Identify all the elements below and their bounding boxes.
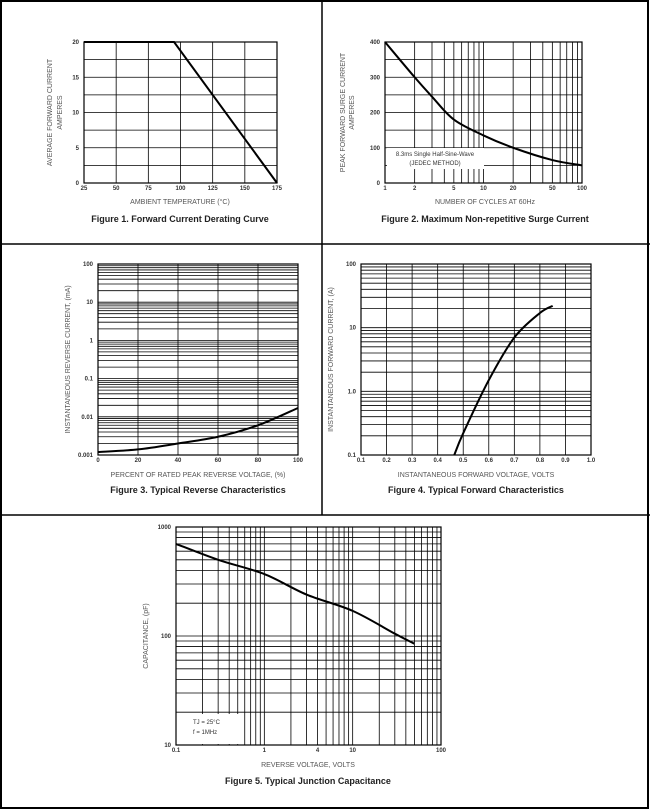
- x-tick-label: 20: [510, 186, 517, 192]
- series-curve-2: [384, 41, 583, 167]
- x-tick-label: 10: [349, 748, 356, 754]
- annotation-text: (JEDEC METHOD): [409, 161, 460, 167]
- y-tick-label: 0: [76, 181, 80, 187]
- y-axis-label: AMPERES: [57, 95, 64, 130]
- y-tick-label: 0: [377, 181, 381, 187]
- x-tick-label: 0: [96, 458, 100, 464]
- figure-1: 25 50 75 100 125 150 175 0 5 10 15 20 AMBIENT TEMPER…: [47, 40, 283, 224]
- y-tick-label: 15: [72, 75, 79, 81]
- x-tick-label: 10: [480, 186, 487, 192]
- x-axis-label: PERCENT OF RATED PEAK REVERSE VOLTAGE, (…: [111, 472, 286, 479]
- x-tick-label: 1.0: [587, 458, 596, 464]
- x-tick-label: 125: [208, 186, 219, 192]
- annotation-text: 8.3ms Single Half-Sine-Wave: [396, 152, 475, 158]
- y-tick-label: 100: [161, 634, 172, 640]
- x-tick-label: 4: [316, 748, 320, 754]
- y-tick-label: 100: [346, 262, 357, 268]
- y-tick-label: 10: [349, 326, 356, 332]
- annotation-text: TJ = 25°C: [193, 720, 221, 726]
- y-tick-label: 10: [72, 111, 79, 117]
- x-tick-label: 0.6: [485, 458, 494, 464]
- x-axis-label: INSTANTANEOUS FORWARD VOLTAGE, VOLTS: [398, 472, 555, 479]
- series-curve-4: [453, 304, 554, 456]
- figure-3: 0 20 40 60 80 100 0.001 0.01 0.1 1 10 100 PERCENT OF…: [65, 262, 304, 495]
- y-tick-label: 20: [72, 40, 79, 46]
- x-tick-label: 0.1: [172, 748, 181, 754]
- plot-area: [360, 263, 592, 456]
- y-tick-label: 300: [370, 75, 381, 81]
- y-tick-label: 0.01: [81, 415, 93, 421]
- x-tick-label: 50: [113, 186, 120, 192]
- figure-title: Figure 5. Typical Junction Capacitance: [225, 776, 391, 786]
- figure-title: Figure 3. Typical Reverse Characteristic…: [110, 485, 285, 495]
- y-tick-label: 10: [164, 743, 171, 749]
- y-tick-label: 400: [370, 40, 381, 46]
- x-axis-label: NUMBER OF CYCLES AT 60Hz: [435, 199, 536, 206]
- figure-title: Figure 2. Maximum Non-repetitive Surge C…: [381, 214, 589, 224]
- series-curve-5: [175, 542, 415, 645]
- x-tick-label: 75: [145, 186, 152, 192]
- y-axis-label: AVERAGE FORWARD CURRENT: [47, 58, 54, 166]
- figure-2: 8.3ms Single Half-Sine-Wave (JEDEC METHOD…: [340, 40, 589, 224]
- x-tick-label: 20: [135, 458, 142, 464]
- x-tick-label: 100: [175, 186, 186, 192]
- y-tick-label: 0.001: [78, 453, 94, 459]
- figure-4: 0.1 0.2 0.3 0.4 0.5 0.6 0.7 0.8 0.9 1.0 0.1 1.0 10 10…: [328, 262, 596, 495]
- figure-title: Figure 4. Typical Forward Characteristic…: [388, 485, 564, 495]
- x-tick-label: 0.3: [408, 458, 417, 464]
- x-tick-label: 40: [175, 458, 182, 464]
- y-tick-label: 100: [83, 262, 94, 268]
- x-tick-label: 0.5: [459, 458, 468, 464]
- x-tick-label: 1: [383, 186, 387, 192]
- x-tick-label: 150: [240, 186, 251, 192]
- x-axis-label: REVERSE VOLTAGE, VOLTS: [261, 762, 355, 769]
- x-tick-label: 2: [413, 186, 417, 192]
- x-tick-label: 0.1: [357, 458, 366, 464]
- series-curve-3: [97, 407, 299, 453]
- x-tick-label: 0.4: [433, 458, 442, 464]
- y-axis-label: CAPACITANCE, (pF): [143, 603, 150, 668]
- x-tick-label: 100: [293, 458, 304, 464]
- y-tick-label: 5: [76, 146, 80, 152]
- y-tick-label: 100: [370, 146, 381, 152]
- annotation-box: [387, 148, 484, 169]
- y-axis-label: PEAK FORWARD SURGE CURRENT: [340, 52, 347, 172]
- x-tick-label: 0.9: [561, 458, 570, 464]
- x-axis-label: AMBIENT TEMPERATURE (°C): [130, 198, 230, 206]
- x-tick-label: 0.2: [382, 458, 391, 464]
- x-tick-label: 175: [272, 186, 283, 192]
- x-tick-label: 0.8: [536, 458, 545, 464]
- y-axis-label: INSTANTANEOUS FORWARD CURRENT, (A): [328, 287, 335, 432]
- annotation-box: [177, 714, 243, 744]
- y-tick-label: 1.0: [348, 389, 357, 395]
- y-axis-label: AMPERES: [349, 95, 356, 130]
- y-tick-label: 10: [86, 300, 93, 306]
- y-tick-label: 200: [370, 111, 381, 117]
- plot-area: [97, 263, 299, 456]
- annotation-text: f = 1MHz: [193, 730, 217, 736]
- x-tick-label: 100: [436, 748, 447, 754]
- x-tick-label: 0.7: [510, 458, 519, 464]
- series-curve-1: [84, 41, 278, 184]
- x-tick-label: 25: [81, 186, 88, 192]
- figure-title: Figure 1. Forward Current Derating Curve: [91, 214, 269, 224]
- x-tick-label: 1: [263, 748, 267, 754]
- x-tick-label: 5: [452, 186, 456, 192]
- x-tick-label: 60: [215, 458, 222, 464]
- x-tick-label: 100: [577, 186, 588, 192]
- y-tick-label: 1: [90, 338, 94, 344]
- figure-5: TJ = 25°C f = 1MHz 0.1 1 4 10 100 10 100 1000 REVE…: [143, 525, 447, 786]
- y-tick-label: 0.1: [348, 453, 357, 459]
- y-axis-label: INSTANTANEOUS REVERSE CURRENT, (mA): [65, 285, 72, 433]
- y-tick-label: 1000: [158, 525, 172, 531]
- x-tick-label: 50: [549, 186, 556, 192]
- x-tick-label: 80: [255, 458, 262, 464]
- y-tick-label: 0.1: [85, 377, 94, 383]
